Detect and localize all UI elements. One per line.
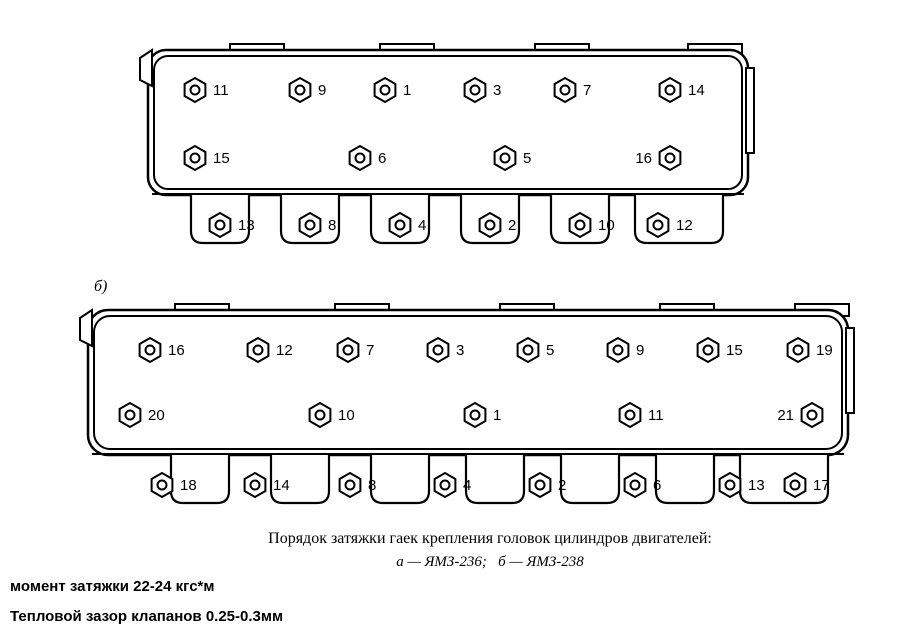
svg-text:21: 21 — [777, 407, 794, 424]
svg-text:11: 11 — [213, 82, 229, 99]
svg-text:1: 1 — [493, 407, 501, 424]
caption-line-1: Порядок затяжки гаек крепления головок ц… — [190, 528, 790, 550]
spec-torque: момент затяжки 22-24 кгс*м — [10, 578, 214, 595]
panel-b-label: б) — [94, 278, 107, 296]
svg-text:13: 13 — [748, 477, 765, 494]
svg-text:1: 1 — [403, 82, 411, 99]
svg-text:2: 2 — [508, 217, 516, 234]
svg-text:13: 13 — [238, 217, 255, 234]
svg-text:17: 17 — [813, 477, 830, 494]
svg-text:14: 14 — [273, 477, 290, 494]
caption-a: а — ЯМЗ-236; — [396, 554, 487, 570]
svg-text:6: 6 — [378, 150, 386, 167]
caption: Порядок затяжки гаек крепления головок ц… — [190, 528, 790, 573]
svg-text:18: 18 — [180, 477, 197, 494]
svg-text:3: 3 — [456, 342, 464, 359]
svg-text:7: 7 — [366, 342, 374, 359]
svg-text:15: 15 — [726, 342, 743, 359]
svg-text:16: 16 — [635, 150, 652, 167]
svg-text:4: 4 — [463, 477, 471, 494]
svg-text:5: 5 — [523, 150, 531, 167]
svg-text:11: 11 — [648, 407, 664, 424]
svg-text:8: 8 — [368, 477, 376, 494]
svg-text:7: 7 — [583, 82, 591, 99]
svg-text:20: 20 — [148, 407, 165, 424]
svg-text:8: 8 — [328, 217, 336, 234]
caption-line-2: а — ЯМЗ-236; б — ЯМЗ-238 — [190, 552, 790, 573]
svg-text:14: 14 — [688, 82, 705, 99]
caption-b: б — ЯМЗ-238 — [498, 554, 584, 570]
svg-text:5: 5 — [546, 342, 554, 359]
svg-text:12: 12 — [676, 217, 693, 234]
svg-text:3: 3 — [493, 82, 501, 99]
diagram-container: 1191371415651613842101216127359151920101… — [0, 0, 918, 525]
spec-clearance: Тепловой зазор клапанов 0.25-0.3мм — [10, 608, 283, 625]
svg-text:4: 4 — [418, 217, 426, 234]
svg-text:16: 16 — [168, 342, 185, 359]
svg-text:2: 2 — [558, 477, 566, 494]
svg-text:12: 12 — [276, 342, 293, 359]
svg-text:10: 10 — [338, 407, 355, 424]
svg-text:19: 19 — [816, 342, 833, 359]
svg-text:10: 10 — [598, 217, 615, 234]
svg-text:9: 9 — [318, 82, 326, 99]
svg-text:9: 9 — [636, 342, 644, 359]
svg-text:15: 15 — [213, 150, 230, 167]
svg-text:6: 6 — [653, 477, 661, 494]
diagram-svg: 1191371415651613842101216127359151920101… — [0, 0, 918, 525]
